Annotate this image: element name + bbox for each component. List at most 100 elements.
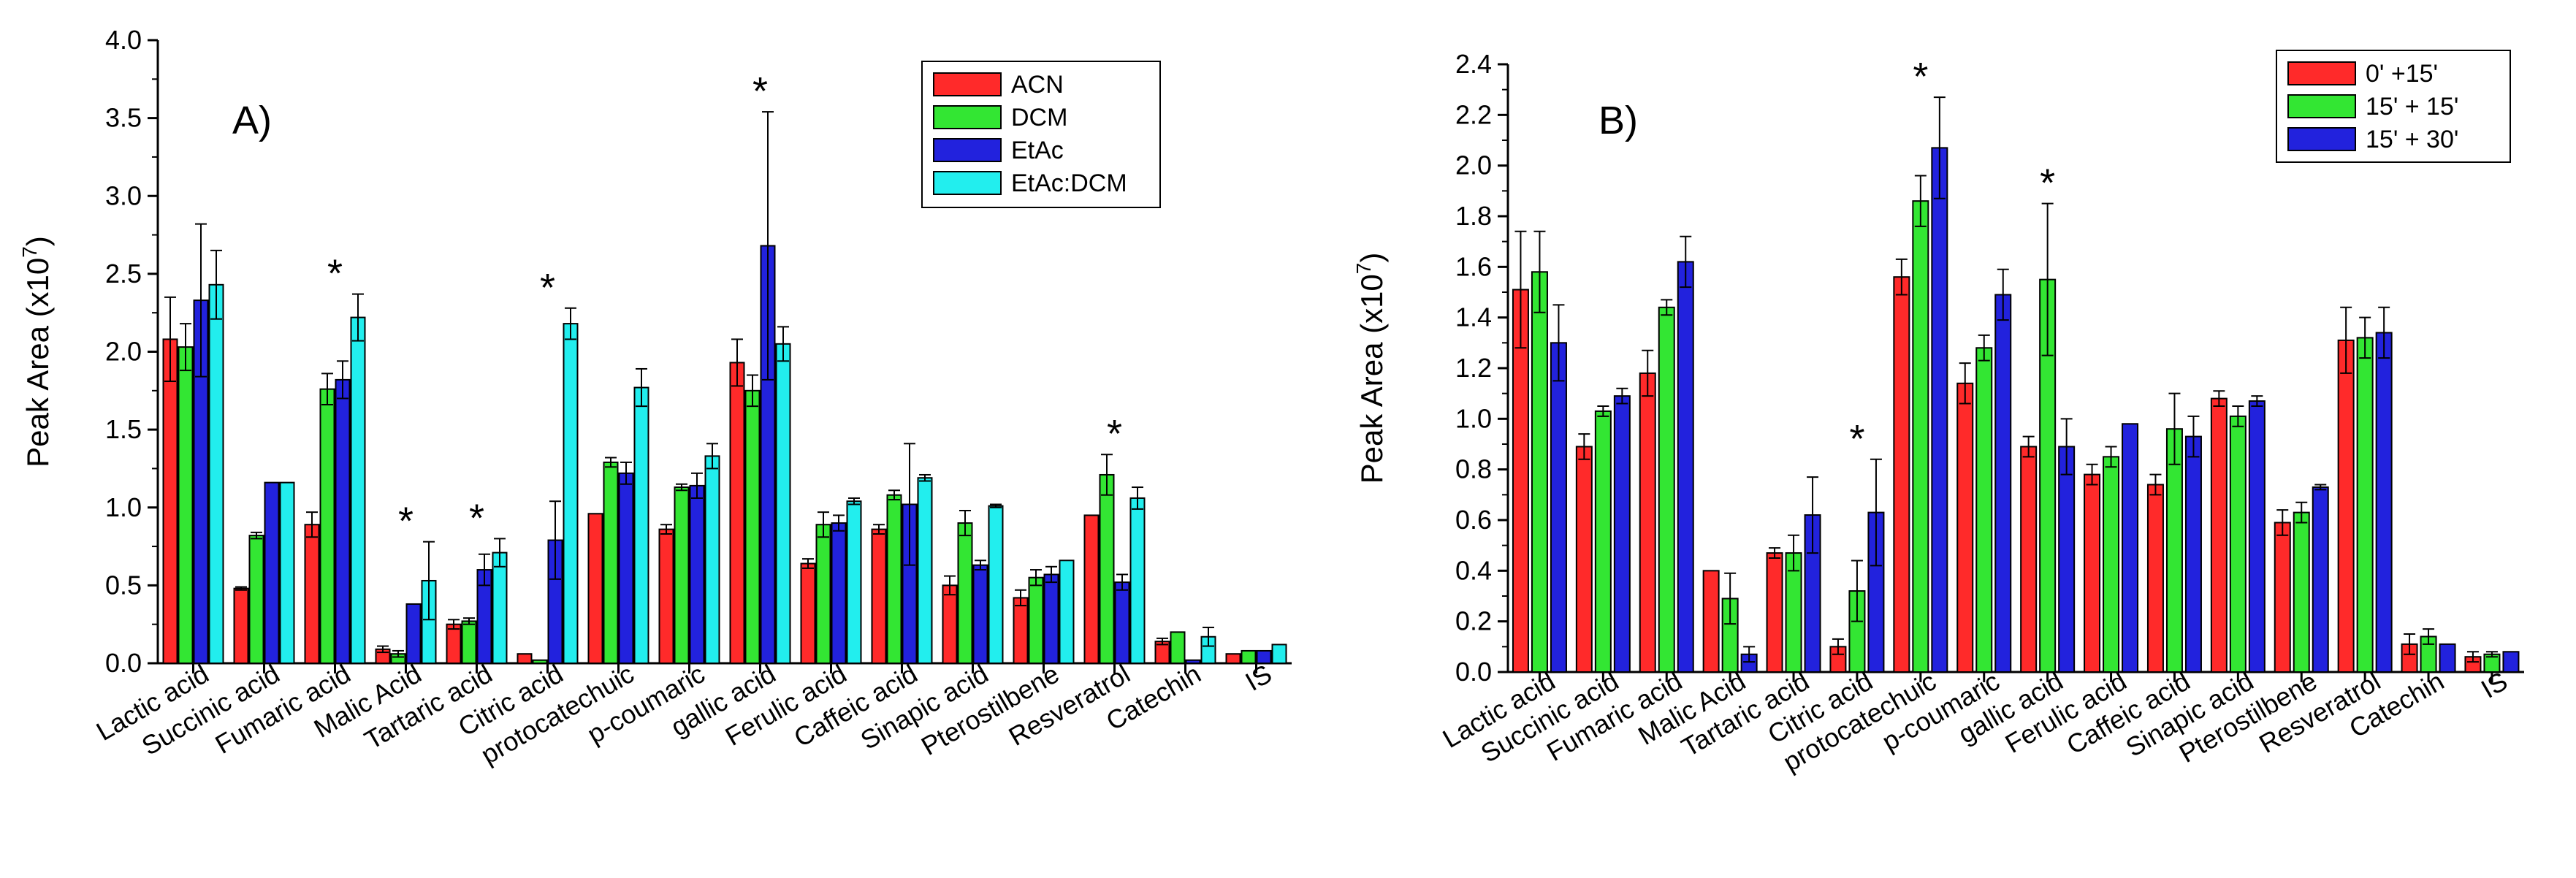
legend-label: EtAc: [1011, 137, 1064, 164]
bar-dcm-12: [1028, 576, 1044, 665]
y-tick-label: 1.4: [1455, 302, 1492, 332]
y-axis-label: Peak Area (x107): [18, 236, 55, 467]
bar-15-15--6: [1912, 200, 1929, 673]
y-axis-label: Peak Area (x107): [1352, 253, 1389, 484]
bar-etac-dcm-4: [492, 551, 508, 665]
bar-acn-12: [1013, 597, 1029, 664]
bar-etac-6: [618, 472, 634, 665]
bar-etac-dcm-9: [846, 500, 862, 664]
bar-15-15--7: [1975, 347, 1993, 673]
bar-0-15--2: [1639, 372, 1656, 673]
y-tick-label: 1.6: [1455, 251, 1492, 281]
y-tick-label: 0.2: [1455, 606, 1492, 636]
panel-label: B): [1598, 99, 1638, 142]
y-tick-label: 1.2: [1455, 353, 1492, 383]
bar-0-15--12: [2274, 522, 2291, 673]
legend-label: 15' + 15': [2366, 93, 2458, 121]
bar-15-30--11: [2248, 400, 2266, 673]
bar-acn-9: [800, 562, 816, 665]
chart-panel-b: 0.0 0.2 0.4 0.6 0.8 1.0 1.2 1.4 1.6 1.8 2.0 2.2 2.4 P…: [1352, 49, 2524, 777]
bar-0-15--3: [1702, 570, 1720, 673]
bar-etac-dcm-10: [917, 477, 933, 664]
bar-etac-2: [335, 378, 351, 664]
y-axis-label-close: ): [20, 236, 55, 246]
significance-star: *: [398, 500, 414, 543]
bar-acn-10: [871, 528, 887, 664]
bar-etac-13: [1114, 581, 1130, 664]
bar-0-15--4: [1766, 552, 1783, 673]
legend-swatch: [933, 105, 1002, 129]
y-tick-label: 4.0: [105, 25, 142, 55]
bar-etac-15: [1256, 649, 1272, 665]
bar-etac-dcm-13: [1129, 497, 1146, 665]
legend-label: 15' + 30': [2366, 126, 2458, 153]
bar-etac-dcm-2: [350, 316, 366, 664]
legend: 0' +15' 15' + 15' 15' + 30': [2276, 50, 2511, 163]
bar-15-30--15: [2502, 651, 2520, 673]
bar-15-30--1: [1613, 395, 1631, 673]
bar-etac-dcm-5: [563, 323, 579, 664]
bar-etac-1: [264, 481, 280, 664]
y-axis-label-main: Peak Area (x10: [1354, 274, 1389, 484]
y-tick-label: 2.2: [1455, 99, 1492, 129]
y-tick-label: 3.5: [105, 103, 142, 133]
significance-star: *: [2040, 161, 2055, 205]
bar-15-15--9: [2103, 456, 2120, 673]
bar-dcm-0: [178, 346, 194, 664]
legend-label: 0' +15': [2366, 60, 2438, 88]
y-tick-label: 1.0: [1455, 403, 1492, 433]
y-tick-label: 2.0: [1455, 150, 1492, 180]
y-tick-label: 0.8: [1455, 454, 1492, 484]
bar-etac-11: [972, 564, 988, 665]
bar-0-15--6: [1893, 276, 1910, 673]
bar-etac-dcm-11: [988, 505, 1004, 664]
bar-0-15--7: [1956, 382, 1974, 673]
bar-0-15--8: [2020, 446, 2038, 673]
bar-acn-1: [233, 587, 249, 665]
y-axis-label-close: ): [1354, 253, 1389, 263]
y-axis-label-main: Peak Area (x10: [20, 258, 55, 467]
bar-acn-13: [1083, 514, 1100, 664]
significance-star: *: [1107, 412, 1122, 456]
bar-dcm-13: [1099, 473, 1115, 665]
bar-etac-dcm-15: [1271, 644, 1287, 664]
bar-15-15--1: [1594, 410, 1612, 673]
bar-acn-0: [162, 338, 178, 664]
y-tick-label: 2.5: [105, 259, 142, 289]
legend-swatch: [933, 138, 1002, 162]
bar-acn-6: [587, 513, 603, 665]
legend: ACN DCM EtAc EtAc:DCM: [921, 61, 1161, 208]
bar-15-30--13: [2375, 332, 2393, 673]
bar-etac-7: [689, 484, 705, 665]
bar-15-15--12: [2293, 511, 2310, 673]
y-tick-label: 0.0: [1455, 657, 1492, 687]
y-tick-label: 1.8: [1455, 201, 1492, 231]
y-tick-label: 3.0: [105, 180, 142, 210]
y-tick-label: 1.0: [105, 492, 142, 522]
bar-dcm-1: [248, 535, 264, 665]
bar-15-30--8: [2058, 446, 2076, 673]
bar-dcm-2: [319, 388, 335, 664]
bar-acn-2: [304, 524, 320, 665]
bar-15-30--2: [1677, 261, 1694, 673]
bar-15-30--12: [2312, 486, 2329, 673]
bar-15-30--0: [1550, 342, 1567, 673]
bar-dcm-14: [1170, 631, 1186, 664]
legend-label: DCM: [1011, 104, 1067, 131]
significance-star: *: [540, 266, 555, 310]
bar-etac-dcm-12: [1059, 560, 1075, 664]
bar-dcm-7: [674, 486, 690, 665]
bar-acn-8: [729, 362, 745, 664]
bar-0-15--11: [2210, 397, 2228, 673]
bar-0-15--10: [2146, 484, 2164, 673]
bar-15-30--6: [1931, 147, 1948, 673]
bar-acn-5: [517, 653, 533, 665]
bar-dcm-15: [1241, 649, 1257, 665]
legend-label: EtAc:DCM: [1011, 169, 1127, 197]
bar-etac-dcm-6: [633, 386, 649, 664]
significance-star: *: [469, 496, 484, 540]
y-tick-label: 0.5: [105, 570, 142, 600]
y-tick-label: 1.5: [105, 414, 142, 444]
bar-15-15--2: [1658, 306, 1675, 673]
